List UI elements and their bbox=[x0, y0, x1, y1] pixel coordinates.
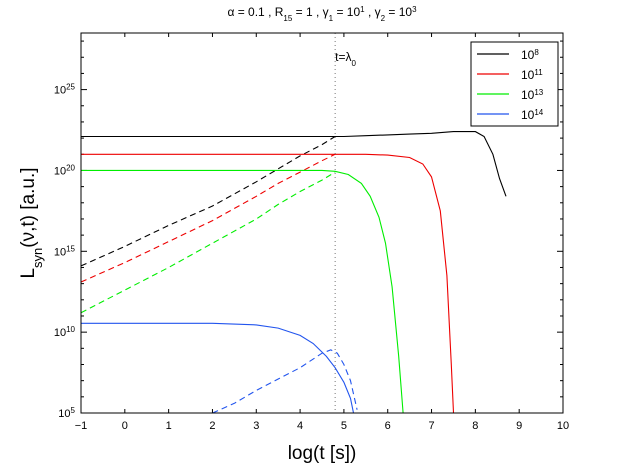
legend: 108 1011 1013 1014 bbox=[470, 41, 559, 127]
legend-label: 108 bbox=[521, 48, 539, 63]
plot-frame bbox=[80, 32, 564, 414]
y-tick-label: 1025 bbox=[54, 82, 76, 97]
chart-title: α = 0.1 , R15 = 1 , γ1 = 101 , γ2 = 103 bbox=[227, 5, 417, 23]
series-group bbox=[81, 131, 507, 413]
y-axis-title: Lsyn(ν,t) [a.u.] bbox=[18, 167, 45, 278]
legend-box bbox=[470, 41, 559, 127]
series-line-dashed-3 bbox=[212, 349, 358, 413]
x-tick-label: 4 bbox=[297, 420, 303, 432]
x-tick-label: 5 bbox=[341, 420, 347, 432]
x-tick-label: 10 bbox=[557, 420, 569, 432]
legend-label: 1011 bbox=[521, 68, 543, 83]
x-axis-title: log(t [s]) bbox=[288, 443, 357, 464]
legend-label: 1014 bbox=[521, 108, 544, 123]
y-tick-label: 105 bbox=[58, 406, 75, 421]
x-tick-label: 0 bbox=[122, 420, 128, 432]
x-tick-label: −1 bbox=[75, 420, 88, 432]
series-line-dashed-0 bbox=[81, 136, 336, 267]
x-tick-label: 7 bbox=[428, 420, 434, 432]
x-tick-label: 1 bbox=[166, 420, 172, 432]
series-line-dashed-2 bbox=[81, 171, 336, 314]
x-tick-label: 9 bbox=[516, 420, 522, 432]
x-tick-label: 6 bbox=[385, 420, 391, 432]
series-line-solid-1 bbox=[81, 153, 455, 413]
reference-line-label: t=λ0 bbox=[335, 50, 356, 68]
series-line-solid-2 bbox=[81, 169, 404, 413]
y-tick-label: 1020 bbox=[54, 163, 76, 178]
y-tick-label: 1010 bbox=[54, 325, 76, 340]
series-line-solid-0 bbox=[81, 131, 507, 197]
series-line-solid-3 bbox=[81, 322, 355, 413]
x-tick-label: 3 bbox=[253, 420, 259, 432]
series-line-dashed-1 bbox=[81, 153, 336, 283]
legend-label: 1013 bbox=[521, 88, 544, 103]
axis-labels: −1 0 1 2 3 4 5 6 7 8 9 10 105 1010 1015 1020 1025 bbox=[54, 82, 569, 432]
y-tick-label: 1015 bbox=[54, 244, 76, 258]
x-tick-label: 8 bbox=[472, 420, 478, 432]
x-tick-label: 2 bbox=[209, 420, 215, 432]
